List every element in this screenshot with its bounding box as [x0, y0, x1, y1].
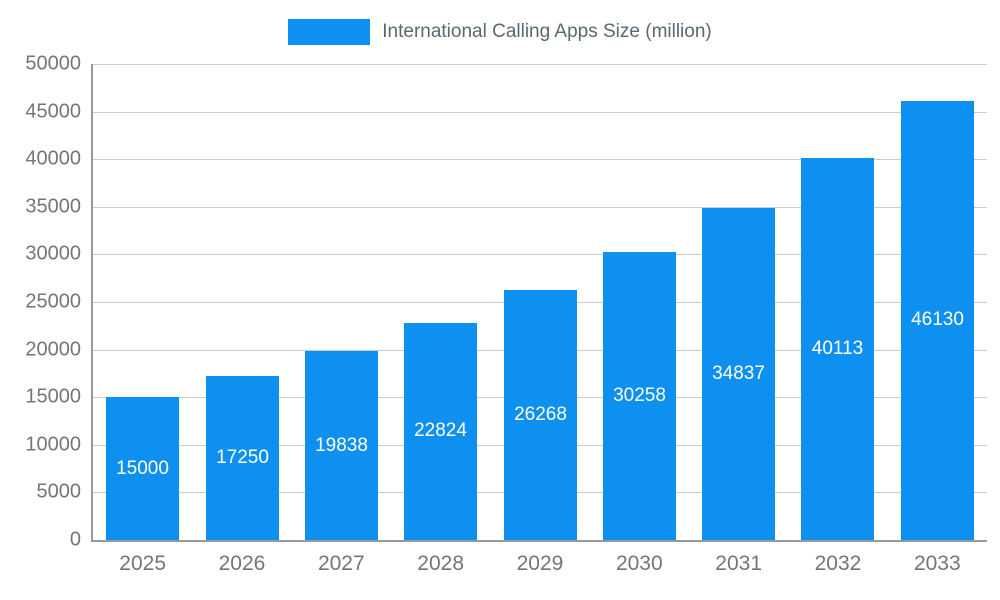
x-tick-label: 2032: [814, 552, 862, 575]
y-tick-label: 5000: [36, 480, 82, 503]
legend-swatch-icon: [288, 19, 371, 45]
legend-label: International Calling Apps Size (million…: [382, 21, 712, 42]
bar-value-label: 15000: [116, 457, 169, 479]
y-tick-label: 40000: [25, 147, 81, 170]
y-tick-label: 10000: [25, 433, 81, 456]
bar[interactable]: 46130: [901, 100, 974, 540]
bar[interactable]: 17250: [206, 375, 279, 540]
bar[interactable]: 30258: [603, 251, 676, 540]
bar[interactable]: 19838: [305, 351, 378, 540]
gridline: [93, 111, 987, 113]
x-tick-label: 2031: [715, 552, 763, 575]
bar-value-label: 46130: [911, 309, 964, 331]
gridline: [93, 206, 987, 208]
bar[interactable]: 15000: [106, 397, 179, 540]
bar-value-label: 34837: [712, 363, 765, 385]
x-tick-label: 2027: [317, 552, 365, 575]
bar-value-label: 19838: [315, 434, 368, 456]
x-tick-label: 2025: [119, 552, 167, 575]
x-tick-label: 2033: [913, 552, 961, 575]
y-tick-label: 35000: [25, 195, 81, 218]
bar[interactable]: 26268: [504, 289, 577, 540]
bar-value-label: 30258: [613, 384, 666, 406]
x-tick-label: 2030: [615, 552, 663, 575]
plot-area: 0 5000 10000 15000 20000 25000 30000 35000 40000…: [25, 53, 987, 575]
y-tick-label: 25000: [25, 290, 81, 313]
gridline: [93, 64, 987, 65]
chart-legend[interactable]: International Calling Apps Size (million…: [0, 16, 1000, 48]
gridline: [93, 159, 987, 161]
bar-value-label: 26268: [514, 403, 567, 425]
bar-value-label: 40113: [811, 338, 864, 360]
y-tick-label: 15000: [25, 385, 81, 408]
x-tick-label: 2026: [218, 552, 266, 575]
gridline: [93, 254, 987, 256]
bar[interactable]: 34837: [702, 208, 775, 540]
y-tick-label: 30000: [25, 242, 81, 265]
bar[interactable]: 22824: [404, 322, 477, 540]
bar-value-label: 17250: [216, 446, 269, 468]
bar-value-label: 22824: [414, 420, 467, 442]
x-tick-label: 2029: [516, 552, 564, 575]
x-tick-label: 2028: [417, 552, 465, 575]
y-tick-label: 50000: [25, 52, 81, 75]
bar[interactable]: 40113: [801, 158, 874, 540]
y-tick-label: 0: [69, 528, 81, 551]
y-tick-label: 20000: [25, 338, 81, 361]
y-tick-label: 45000: [25, 100, 81, 123]
